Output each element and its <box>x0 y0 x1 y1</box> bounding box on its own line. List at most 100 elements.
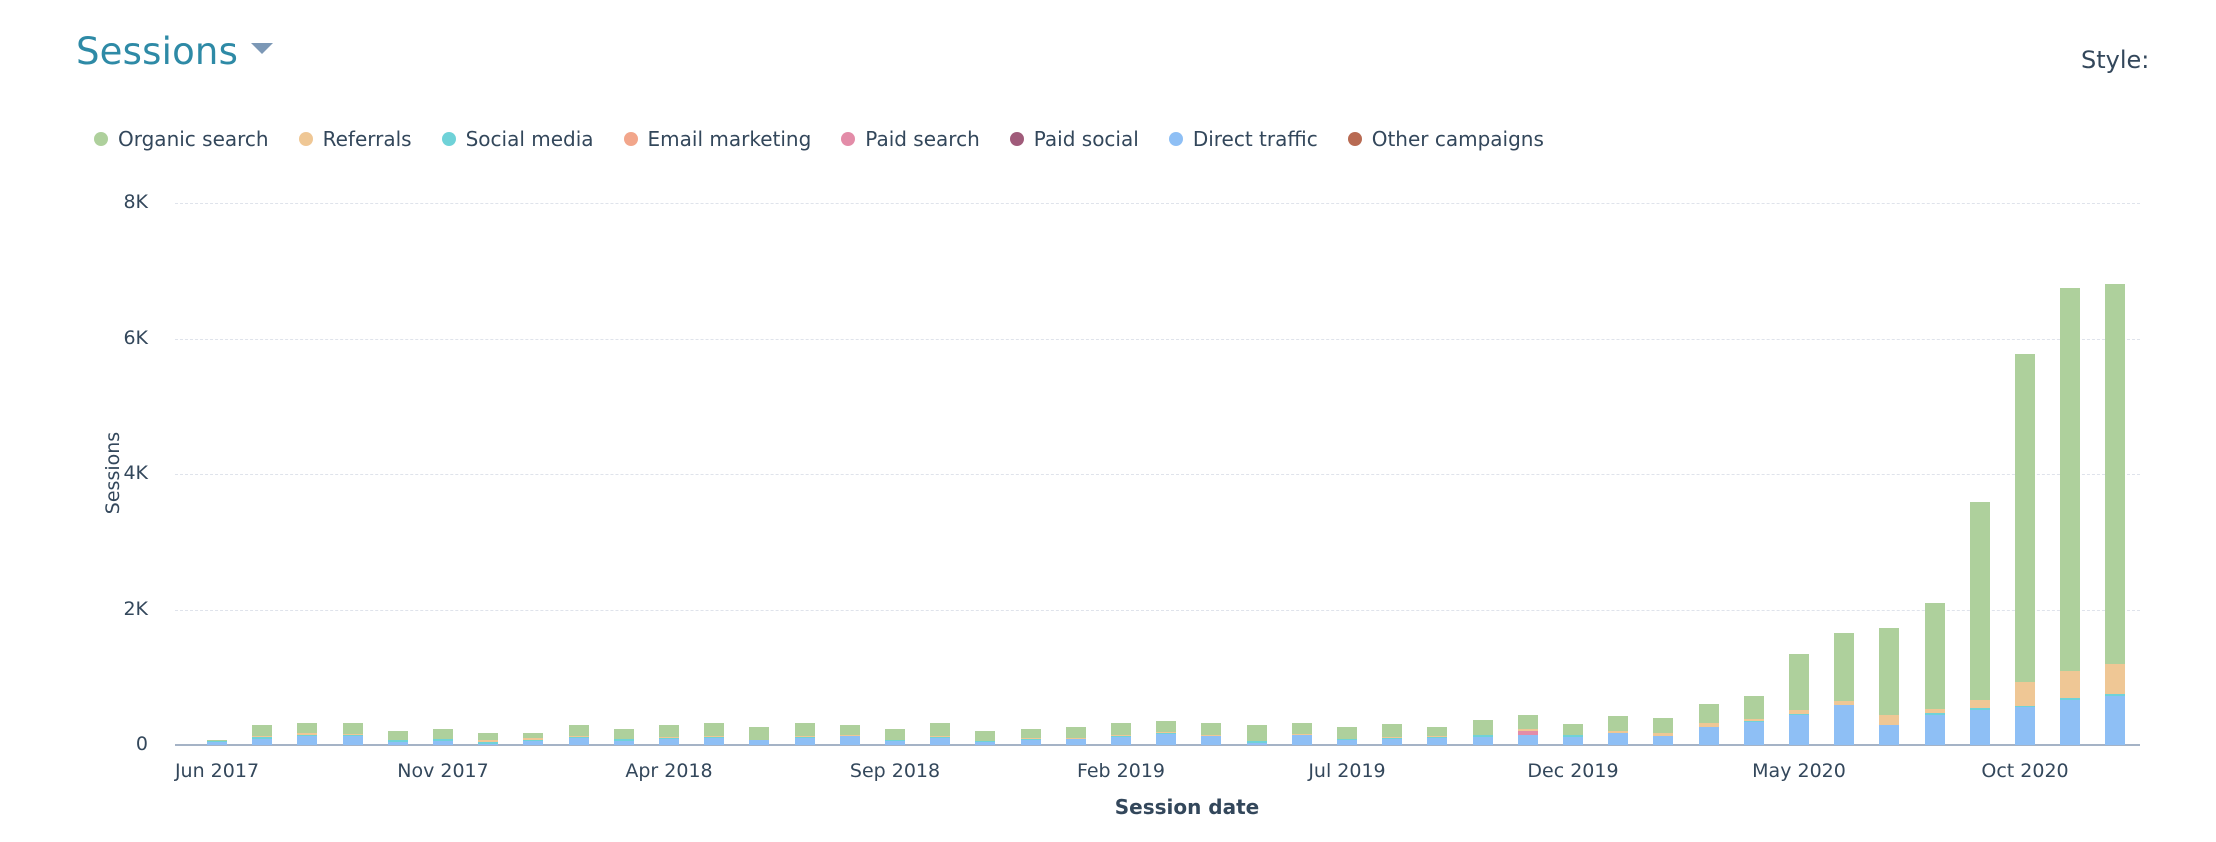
y-tick-label: 2K <box>123 598 148 620</box>
bar-jun-2018[interactable] <box>749 726 770 745</box>
bar-segment-organic-search <box>1337 726 1357 739</box>
bar-jul-2017[interactable] <box>252 725 273 745</box>
bar-oct-2018[interactable] <box>930 722 951 745</box>
bar-sep-2017[interactable] <box>342 722 363 745</box>
legend-item-direct-traffic[interactable]: Direct traffic <box>1168 127 1318 151</box>
legend-dot-icon <box>94 132 108 146</box>
bar-segment-social-media <box>207 741 227 742</box>
bar-jan-2018[interactable] <box>523 732 544 745</box>
bar-oct-2017[interactable] <box>387 730 408 745</box>
bar-segment-social-media <box>523 740 544 741</box>
legend-dot-icon <box>1168 132 1183 146</box>
bar-sep-2019[interactable] <box>1427 726 1448 745</box>
bar-may-2020[interactable] <box>1789 654 1809 745</box>
bar-aug-2020[interactable] <box>1924 602 1945 745</box>
bar-mar-2019[interactable] <box>1156 720 1177 745</box>
bar-segment-direct-traffic <box>1201 736 1222 745</box>
bar-segment-organic-search <box>1427 726 1448 737</box>
bar-sep-2020[interactable] <box>1969 502 1990 745</box>
bar-aug-2017[interactable] <box>297 722 318 745</box>
bar-segment-organic-search <box>1382 723 1403 738</box>
bar-jul-2020[interactable] <box>1879 627 1900 745</box>
report-title-dropdown[interactable]: Sessions <box>76 30 274 73</box>
bar-segment-organic-search <box>885 728 905 740</box>
bar-segment-organic-search <box>975 730 996 741</box>
bar-dec-2019[interactable] <box>1563 723 1583 745</box>
bar-segment-direct-traffic <box>207 741 227 745</box>
bar-jun-2020[interactable] <box>1834 632 1855 745</box>
bar-nov-2020[interactable] <box>2060 288 2081 745</box>
bar-segment-referrals <box>1653 732 1674 736</box>
bar-jan-2020[interactable] <box>1608 715 1629 745</box>
bar-dec-2017[interactable] <box>478 732 499 745</box>
legend-item-social-media[interactable]: Social media <box>441 127 594 151</box>
bar-segment-direct-traffic <box>2105 696 2126 745</box>
bar-segment-direct-traffic <box>1517 735 1538 745</box>
bar-feb-2019[interactable] <box>1111 722 1131 745</box>
bar-may-2018[interactable] <box>704 722 725 745</box>
legend-label: Referrals <box>322 127 412 151</box>
bar-jul-2019[interactable] <box>1337 726 1357 745</box>
legend-label: Organic search <box>118 127 269 151</box>
bar-segment-referrals <box>297 732 318 735</box>
bar-segment-direct-traffic <box>1111 736 1131 745</box>
legend-item-paid-social[interactable]: Paid social <box>1009 127 1139 151</box>
legend-item-paid-search[interactable]: Paid search <box>841 127 980 151</box>
bar-apr-2019[interactable] <box>1201 722 1222 745</box>
bar-segment-direct-traffic <box>1065 738 1086 745</box>
bar-mar-2020[interactable] <box>1698 703 1719 745</box>
bar-segment-social-media <box>1563 735 1583 737</box>
legend-item-email-marketing[interactable]: Email marketing <box>623 127 812 151</box>
bar-segment-direct-traffic <box>252 738 273 745</box>
bar-dec-2020[interactable] <box>2105 284 2126 745</box>
legend-item-referrals[interactable]: Referrals <box>298 127 412 151</box>
bar-segment-paid-search <box>1517 731 1538 736</box>
bar-jun-2019[interactable] <box>1291 722 1312 745</box>
bar-may-2019[interactable] <box>1246 724 1267 745</box>
bar-nov-2018[interactable] <box>975 730 996 745</box>
bar-oct-2019[interactable] <box>1472 719 1493 745</box>
bar-aug-2019[interactable] <box>1382 723 1403 745</box>
bar-aug-2018[interactable] <box>839 724 860 745</box>
bar-jan-2019[interactable] <box>1065 726 1086 745</box>
bar-jul-2018[interactable] <box>794 722 815 745</box>
bar-segment-direct-traffic <box>975 741 996 745</box>
legend-item-organic-search[interactable]: Organic search <box>94 127 269 151</box>
bar-segment-referrals <box>839 734 860 736</box>
bar-segment-organic-search <box>794 722 815 737</box>
bar-segment-referrals <box>1834 700 1855 705</box>
bar-segment-organic-search <box>1743 696 1764 720</box>
bar-segment-referrals <box>1427 736 1448 738</box>
bar-oct-2020[interactable] <box>2015 353 2035 745</box>
bar-segment-social-media <box>478 741 499 745</box>
bar-segment-organic-search <box>1879 627 1900 715</box>
bar-jun-2017[interactable] <box>207 739 227 745</box>
bar-segment-direct-traffic <box>1969 709 1990 745</box>
caret-down-icon[interactable] <box>251 43 274 54</box>
bar-sep-2018[interactable] <box>885 728 905 745</box>
bar-segment-social-media <box>1472 735 1493 737</box>
bar-feb-2018[interactable] <box>568 724 589 745</box>
bar-nov-2017[interactable] <box>433 728 453 745</box>
bar-dec-2018[interactable] <box>1020 728 1041 745</box>
bar-mar-2018[interactable] <box>613 728 634 745</box>
bar-segment-direct-traffic <box>1427 737 1448 745</box>
bar-nov-2019[interactable] <box>1517 714 1538 745</box>
bar-segment-referrals <box>252 735 273 738</box>
legend-dot-icon <box>841 132 856 146</box>
legend-item-other-campaigns[interactable]: Other campaigns <box>1347 127 1544 151</box>
style-selector-label[interactable]: Style: <box>2081 46 2150 74</box>
bar-apr-2020[interactable] <box>1743 696 1764 745</box>
bar-segment-referrals <box>1065 737 1086 739</box>
bar-segment-referrals <box>1608 730 1629 733</box>
bar-segment-referrals <box>1563 734 1583 736</box>
bar-segment-social-media <box>2060 698 2081 701</box>
bar-feb-2020[interactable] <box>1653 717 1674 745</box>
bar-segment-social-media <box>1969 708 1990 710</box>
gridline <box>175 203 2140 204</box>
legend-label: Email marketing <box>647 127 812 151</box>
bar-segment-referrals <box>1472 734 1493 736</box>
bar-apr-2018[interactable] <box>659 724 679 745</box>
legend-label: Paid search <box>865 127 980 151</box>
bar-segment-direct-traffic <box>1291 735 1312 745</box>
